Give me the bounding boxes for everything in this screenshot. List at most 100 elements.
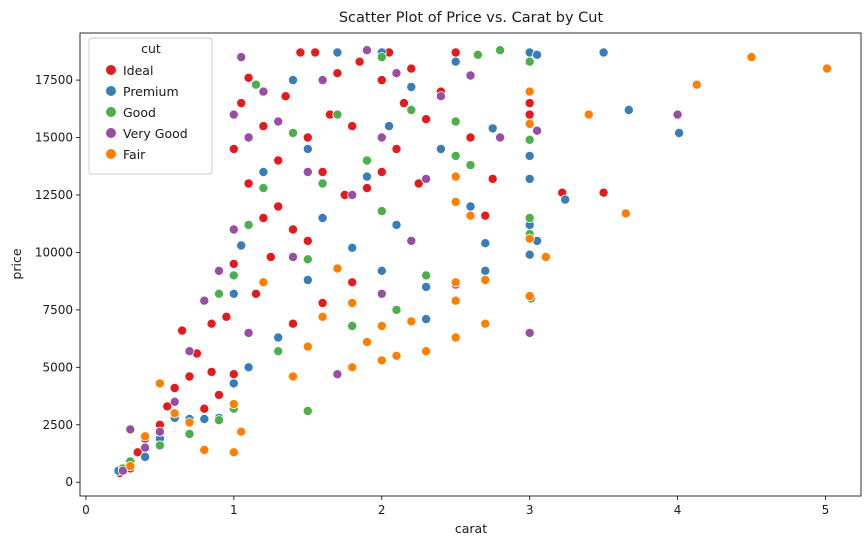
data-point — [317, 75, 328, 86]
data-point — [540, 251, 551, 262]
data-point — [361, 336, 372, 347]
data-point — [361, 45, 372, 56]
data-point — [228, 288, 239, 299]
data-point — [421, 270, 432, 281]
data-point — [317, 297, 328, 308]
legend-box — [88, 37, 213, 175]
x-tick-label: 4 — [674, 503, 682, 517]
data-point — [206, 366, 217, 377]
data-point — [376, 320, 387, 331]
data-point — [421, 346, 432, 357]
data-point — [317, 212, 328, 223]
data-point — [450, 150, 461, 161]
data-point — [258, 121, 269, 132]
y-tick-label: 7500 — [42, 303, 73, 317]
legend-item: Good — [106, 105, 156, 120]
data-point — [140, 442, 151, 453]
data-point — [221, 311, 232, 322]
y-tick-label: 12500 — [35, 188, 73, 202]
series-fair — [125, 52, 833, 472]
data-point — [361, 155, 372, 166]
data-point — [450, 47, 461, 58]
data-point — [421, 114, 432, 125]
data-point — [140, 451, 151, 462]
data-point — [361, 183, 372, 194]
y-tick-label: 17500 — [35, 73, 73, 87]
data-point — [228, 109, 239, 120]
data-point — [406, 63, 417, 74]
data-point — [421, 314, 432, 325]
data-point — [376, 166, 387, 177]
data-point — [384, 121, 395, 132]
data-point — [524, 98, 535, 109]
data-point — [472, 49, 483, 60]
data-point — [391, 143, 402, 154]
data-point — [228, 143, 239, 154]
data-point — [524, 327, 535, 338]
data-point — [435, 91, 446, 102]
data-point — [140, 431, 151, 442]
data-point — [435, 143, 446, 154]
data-point — [132, 447, 143, 458]
points-layer — [113, 45, 833, 478]
data-point — [487, 173, 498, 184]
data-point — [450, 171, 461, 182]
data-point — [450, 196, 461, 207]
data-point — [273, 332, 284, 343]
y-tick-label: 2500 — [42, 418, 73, 432]
data-point — [243, 178, 254, 189]
data-point — [450, 56, 461, 67]
data-point — [258, 86, 269, 97]
data-point — [524, 173, 535, 184]
data-point — [623, 105, 634, 116]
data-point — [560, 194, 571, 205]
data-point — [117, 465, 128, 476]
data-point — [376, 265, 387, 276]
data-point — [480, 318, 491, 329]
data-point — [154, 378, 165, 389]
data-point — [450, 116, 461, 127]
data-point — [347, 242, 358, 253]
data-point — [125, 461, 136, 472]
data-point — [236, 52, 247, 63]
data-point — [391, 219, 402, 230]
data-point — [280, 91, 291, 102]
data-point — [258, 183, 269, 194]
data-point — [465, 70, 476, 81]
data-point — [206, 318, 217, 329]
x-tick-label: 1 — [230, 503, 238, 517]
data-point — [376, 75, 387, 86]
data-point — [243, 362, 254, 373]
data-point — [465, 160, 476, 171]
data-point — [243, 132, 254, 143]
data-point — [243, 219, 254, 230]
legend-item: Ideal — [106, 63, 153, 78]
data-point — [524, 134, 535, 145]
data-point — [332, 369, 343, 380]
x-tick-label: 2 — [378, 503, 386, 517]
data-point — [524, 212, 535, 223]
data-point — [495, 132, 506, 143]
data-point — [199, 295, 210, 306]
data-point — [406, 105, 417, 116]
y-axis-title: price — [9, 248, 24, 279]
data-point — [302, 143, 313, 154]
data-point — [376, 355, 387, 366]
data-point — [524, 150, 535, 161]
data-point — [354, 56, 365, 67]
data-point — [273, 116, 284, 127]
data-point — [332, 109, 343, 120]
data-point — [177, 325, 188, 336]
data-point — [376, 288, 387, 299]
data-point — [620, 208, 631, 219]
data-point — [495, 45, 506, 56]
y-tick-label: 0 — [65, 475, 73, 489]
data-point — [524, 233, 535, 244]
data-point — [310, 47, 321, 58]
legend-label: Very Good — [123, 126, 188, 141]
data-point — [228, 378, 239, 389]
data-point — [287, 371, 298, 382]
data-point — [302, 254, 313, 265]
data-point — [184, 417, 195, 428]
